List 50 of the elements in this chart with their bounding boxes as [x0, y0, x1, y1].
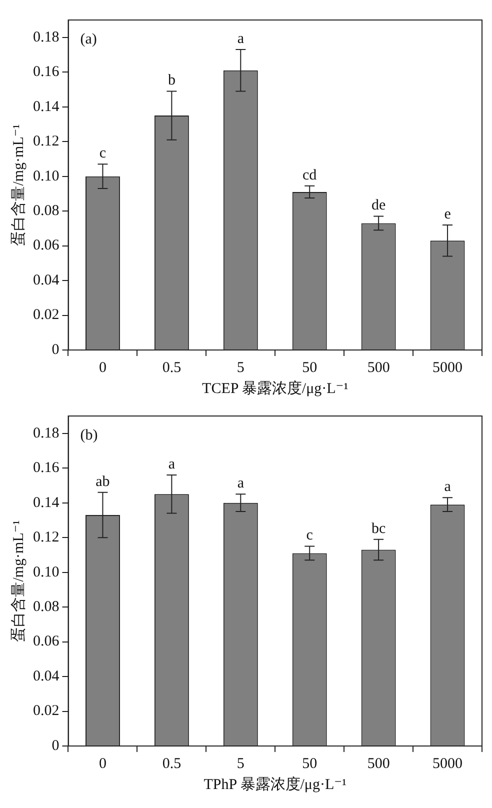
x-tick-label: 50 [302, 756, 318, 772]
x-tick-label: 5000 [432, 360, 463, 376]
y-tick-label: 0.18 [33, 425, 60, 442]
x-tick-label: 0 [98, 360, 106, 376]
y-tick-label: 0.12 [33, 530, 60, 546]
annotation: c [306, 528, 314, 544]
annotation: cd [302, 167, 318, 184]
x-tick-label: 0.5 [162, 756, 182, 772]
annotation: c [99, 146, 106, 162]
y-tick-label: 0.02 [33, 307, 60, 324]
y-tick-label: 0.12 [33, 134, 60, 150]
x-tick-label: 50 [302, 360, 318, 376]
y-tick-label: 0.02 [33, 703, 60, 720]
x-tick-label: 5 [236, 756, 244, 772]
y-tick-label: 0.10 [33, 168, 60, 184]
annotation: e [444, 206, 452, 222]
y-tick-label: 0.14 [33, 494, 60, 511]
annotation: (a) [80, 31, 97, 48]
x-tick-label: 0 [98, 756, 106, 772]
annotation: bc [371, 520, 386, 537]
x-tick-label: 5000 [432, 756, 463, 772]
y-tick-label: 0.08 [33, 598, 60, 615]
annotation: (b) [80, 427, 98, 444]
annotation: de [371, 198, 386, 214]
annotation: a [444, 479, 452, 496]
y-tick-label: 0.08 [33, 202, 60, 219]
y-tick-label: 0.16 [33, 460, 60, 476]
annotation: a [168, 456, 176, 472]
annotation: a [237, 476, 244, 492]
y-tick-label: 0 [52, 738, 60, 754]
y-tick-label: 0.04 [33, 668, 60, 684]
x-axis-title: TPhP 暴露浓度/μg·L⁻¹ [204, 776, 347, 793]
y-tick-label: 0.18 [33, 29, 60, 46]
y-tick-label: 0.04 [33, 272, 60, 288]
annotation: b [168, 72, 176, 89]
y-tick-label: 0.06 [33, 238, 60, 254]
y-tick-label: 0 [52, 342, 60, 358]
x-tick-label: 0.5 [162, 360, 182, 376]
y-tick-label: 0.06 [33, 634, 60, 650]
y-tick-label: 0.16 [33, 64, 60, 80]
x-tick-label: 500 [367, 756, 390, 772]
y-tick-label: 0.10 [33, 564, 60, 580]
x-axis-title: TCEP 暴露浓度/μg·L⁻¹ [202, 380, 348, 397]
x-tick-label: 5 [236, 360, 244, 376]
annotation: ab [96, 474, 110, 490]
x-tick-label: 500 [367, 360, 390, 376]
y-tick-label: 0.14 [33, 98, 60, 115]
y-axis-title: 蛋白含量/mg·mL⁻¹ [10, 124, 27, 246]
y-axis-title: 蛋白含量/mg·mL⁻¹ [10, 520, 27, 642]
annotation: a [237, 30, 244, 47]
